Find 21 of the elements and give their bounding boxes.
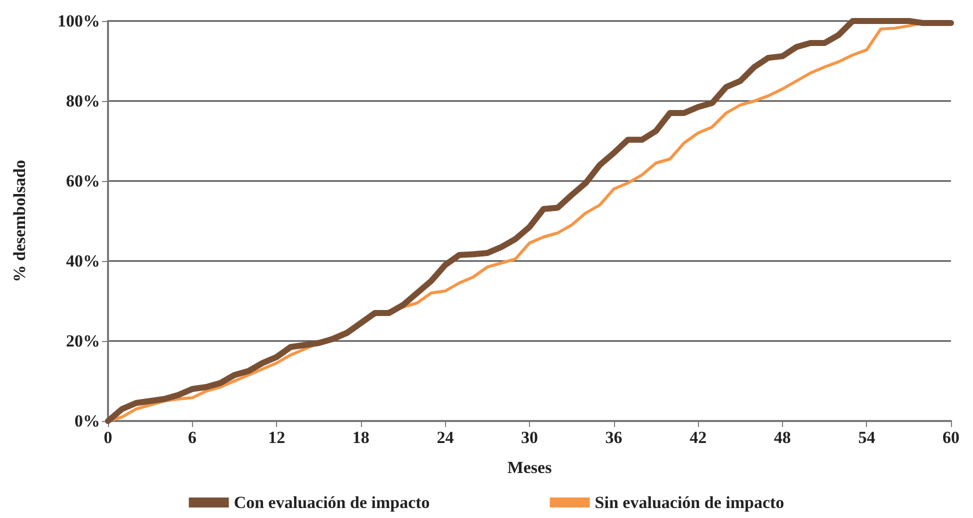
legend-label: Sin evaluación de impacto [594,493,784,512]
legend-label: Con evaluación de impacto [234,493,430,512]
x-tick-label: 48 [774,428,791,447]
x-tick-label: 6 [188,428,197,447]
x-tick-label: 18 [352,428,370,447]
y-tick-label: 0% [74,412,100,430]
y-axis-title: % desembolsado [10,160,29,282]
x-tick-label: 36 [605,428,622,447]
x-tick-label: 24 [436,428,454,447]
x-tick-label: 0 [104,428,112,447]
x-tick-label: 30 [521,428,538,447]
y-tick-label: 100% [58,12,100,30]
x-tick-label: 54 [858,428,876,447]
x-tick-label: 60 [942,428,960,447]
y-tick-label: 60% [66,172,100,190]
x-tick-label: 42 [690,428,707,447]
y-tick-label: 40% [66,252,100,270]
y-tick-label: 20% [66,332,100,350]
y-tick-label: 80% [66,92,100,110]
x-axis-title: Meses [507,458,552,477]
x-tick-label: 12 [268,428,286,447]
